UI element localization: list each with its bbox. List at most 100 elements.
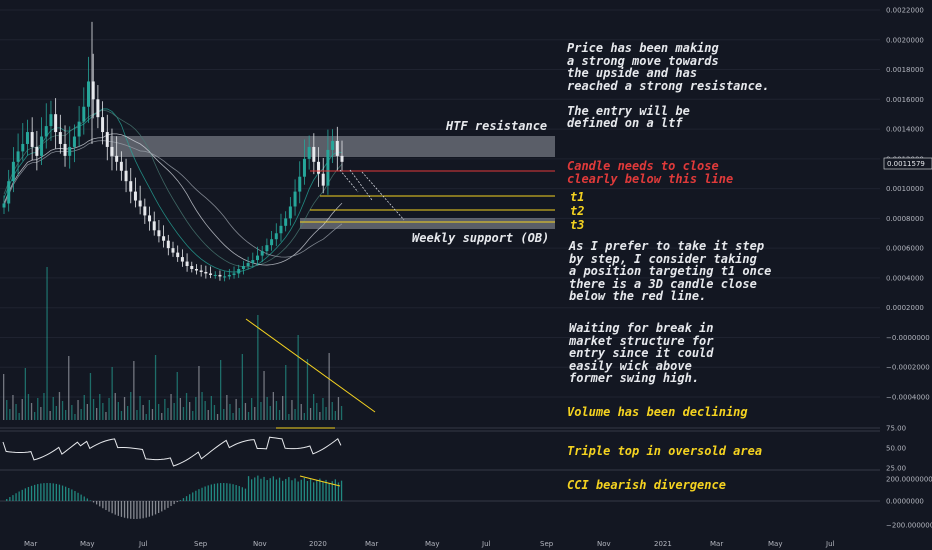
volume-bar [182,407,185,420]
cci-bar [244,488,247,501]
candle-body [204,271,208,274]
candle-body [21,143,25,152]
cci-bar [220,483,222,501]
candle-body [101,117,105,133]
time-axis: Mar May Jul Sep Nov 2020 Mar May Jul Sep Nov 2021 Ma… [24,540,835,548]
cci-bar [319,478,321,501]
cci-bar [204,486,206,501]
cci-bar [232,484,234,501]
volume-bar [120,411,123,420]
volume-bar [83,395,85,420]
candle-body [54,114,58,133]
candle-body [237,268,241,274]
volume-bar [167,408,169,420]
volume-bar [328,353,330,420]
cci-bar [260,478,262,501]
cci-bar [154,501,157,515]
volume-bar [195,397,197,420]
cci-bar [139,501,141,519]
cci-bar [278,477,281,501]
volume-bar [272,392,274,420]
cci-bar [235,485,237,501]
t2-label: t2 [570,204,585,218]
candle-body [110,146,114,156]
cci-bar [322,481,324,501]
cci-bar [173,501,175,505]
cci-bar [229,483,231,501]
volume-bar [278,410,281,420]
current-price-tag [883,157,932,170]
cci-bar [241,487,243,501]
volume-bar [117,402,119,420]
cci-bar [263,476,265,501]
cci-bar [201,487,203,501]
cci-bar [52,483,54,501]
cci-bar [68,487,70,501]
cci-bar [170,501,172,507]
cci-bar [133,501,135,519]
volume-bar [30,403,33,420]
cci-bar [71,489,73,501]
cci-histogram [6,475,343,519]
volume-bar [114,393,116,420]
time-tick-label: Jul [481,540,491,548]
volume-bar [89,373,92,420]
cci-bar [238,486,240,501]
volume-bar [173,403,175,420]
volume-bar [111,367,113,420]
volume-bar [297,335,299,420]
volume-bar [139,396,141,420]
volume-bar [96,408,98,420]
candle-body [279,225,283,234]
cci-bar [105,501,107,511]
cci-bar [269,478,271,501]
candle-body [312,146,316,162]
candle-body [133,191,137,201]
time-tick-label: 2020 [309,540,327,548]
note-rsi: Triple top in oversold area [567,444,763,458]
volume-bar [61,401,64,420]
cci-bar [306,481,309,501]
volume-bar [27,394,30,420]
cci-bar [86,498,88,501]
cci-bar [198,489,200,501]
cci-bar [65,486,67,501]
volume-bar [309,408,312,420]
candle-body [30,132,34,147]
volume-bar [151,409,154,420]
cci-bar [340,480,343,501]
cci-bar [297,481,299,501]
cci-bar [313,482,315,501]
rsi-tick-label: 75.00 [886,425,906,433]
cci-bar [80,494,82,501]
candle-body [274,233,278,240]
cci-bar [158,501,160,513]
cci-bar [337,482,340,501]
htf-resistance-label: HTF resistance [446,119,548,133]
volume-bar [65,410,67,420]
cci-bar [34,484,36,501]
candle-body [176,252,180,258]
candles [2,21,344,282]
cci-bar [189,494,191,501]
volume-bar [179,398,181,420]
candle-body [49,114,53,127]
cci-bar [251,479,253,501]
volume-bar [9,409,11,420]
candle-body [270,239,274,246]
candle-body [7,181,11,204]
cci-bar [282,480,284,501]
candle-body [288,206,292,219]
cci-bar [37,484,39,501]
cci-bar [114,501,116,515]
volume-bar [55,406,57,420]
note-volume: Volume has been declining [567,405,748,419]
volume-bar [241,354,243,420]
cci-tick-label: 0.0000000 [886,498,924,506]
cci-bar [18,491,20,501]
volume-bar [263,371,265,420]
volume-bar [201,392,203,420]
candle-body [91,81,95,100]
candle-body [284,218,288,226]
